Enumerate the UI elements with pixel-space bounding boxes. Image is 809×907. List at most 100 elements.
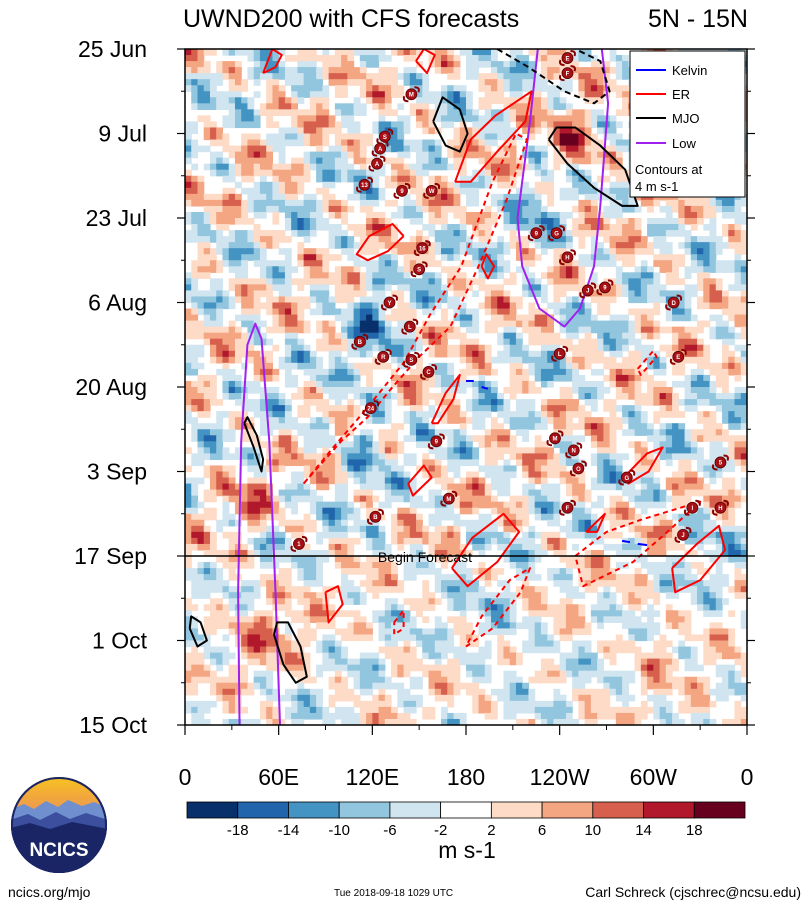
heat-cell (434, 374, 442, 382)
heat-cell (490, 453, 498, 461)
heat-cell (209, 121, 217, 129)
heat-cell (503, 326, 511, 334)
heat-cell (316, 471, 323, 479)
heat-cell (297, 477, 305, 485)
heat-cell (590, 97, 598, 104)
heat-cell (403, 199, 411, 207)
heat-cell (503, 103, 511, 110)
heat-cell (334, 91, 342, 98)
heat-cell (366, 272, 373, 279)
heat-cell (284, 109, 292, 116)
heat-cell (197, 103, 205, 110)
heat-cell (384, 103, 392, 110)
heat-cell (247, 121, 255, 129)
heat-cell (203, 338, 211, 346)
heat-cell (403, 49, 411, 56)
heat-cell (341, 447, 348, 454)
heat-cell (734, 453, 742, 461)
heat-cell (353, 320, 361, 328)
heat-cell (503, 260, 511, 267)
heat-cell (447, 236, 455, 243)
heat-cell (597, 127, 604, 135)
heat-cell (328, 344, 336, 352)
heat-cell (284, 97, 292, 104)
heat-cell (522, 326, 530, 334)
heat-cell (459, 459, 467, 467)
heat-cell (472, 350, 480, 358)
heat-cell (497, 477, 505, 485)
heat-cell (678, 211, 686, 219)
heat-cell (322, 73, 330, 80)
heat-cell (228, 85, 236, 92)
heat-cell (603, 296, 611, 304)
heat-cell (653, 260, 661, 267)
heat-cell (316, 405, 323, 412)
heat-cell (534, 465, 542, 473)
heat-cell (634, 296, 642, 304)
heat-cell (515, 350, 523, 358)
heat-cell (478, 79, 486, 86)
heat-cell (559, 121, 567, 129)
heat-cell (590, 441, 598, 448)
heat-cell (347, 350, 355, 358)
heat-cell (722, 230, 729, 237)
heat-cell (185, 284, 192, 292)
heat-cell (366, 344, 373, 352)
heat-cell (291, 471, 298, 479)
heat-cell (366, 236, 373, 243)
heat-cell (478, 85, 486, 92)
heat-cell (441, 320, 448, 328)
heat-cell (266, 368, 274, 376)
heat-cell (372, 471, 380, 479)
heat-cell (409, 459, 417, 467)
heat-cell (503, 242, 511, 249)
heat-cell (509, 205, 517, 213)
heat-cell (466, 61, 473, 68)
heat-cell (303, 441, 311, 448)
heat-cell (266, 260, 274, 267)
heat-cell (259, 290, 267, 298)
heat-cell (347, 163, 355, 171)
heat-cell (185, 405, 192, 412)
heat-cell (503, 175, 511, 183)
heat-cell (247, 356, 255, 364)
heat-cell (434, 49, 442, 56)
heat-cell (665, 405, 673, 412)
heat-cell (228, 266, 236, 273)
heat-cell (391, 73, 398, 80)
heat-cell (228, 121, 236, 129)
heat-cell (391, 139, 398, 147)
heat-cell (497, 61, 505, 68)
heat-cell (359, 151, 367, 159)
heat-cell (634, 266, 642, 273)
heat-cell (291, 127, 298, 135)
heat-cell (378, 435, 386, 442)
heat-cell (453, 133, 461, 141)
heat-cell (428, 224, 436, 231)
heat-cell (684, 399, 692, 406)
heat-cell (297, 61, 305, 68)
heat-cell (622, 242, 629, 249)
heat-cell (372, 326, 380, 334)
heat-cell (590, 477, 598, 485)
heat-cell (309, 103, 317, 110)
heat-cell (228, 417, 236, 424)
heat-cell (334, 441, 342, 448)
heat-cell (509, 272, 517, 279)
heat-cell (703, 272, 711, 279)
heat-cell (278, 314, 286, 322)
heat-cell (403, 399, 411, 406)
heat-cell (459, 49, 467, 56)
heat-cell (490, 447, 498, 454)
heat-cell (366, 338, 373, 346)
heat-cell (222, 205, 230, 213)
heat-cell (359, 79, 367, 86)
heat-cell (328, 296, 336, 304)
heat-cell (309, 49, 317, 56)
heat-cell (578, 79, 586, 86)
heat-cell (509, 139, 517, 147)
heat-cell (416, 169, 423, 177)
heat-cell (515, 266, 523, 273)
heat-cell (303, 193, 311, 201)
heat-cell (372, 459, 380, 467)
